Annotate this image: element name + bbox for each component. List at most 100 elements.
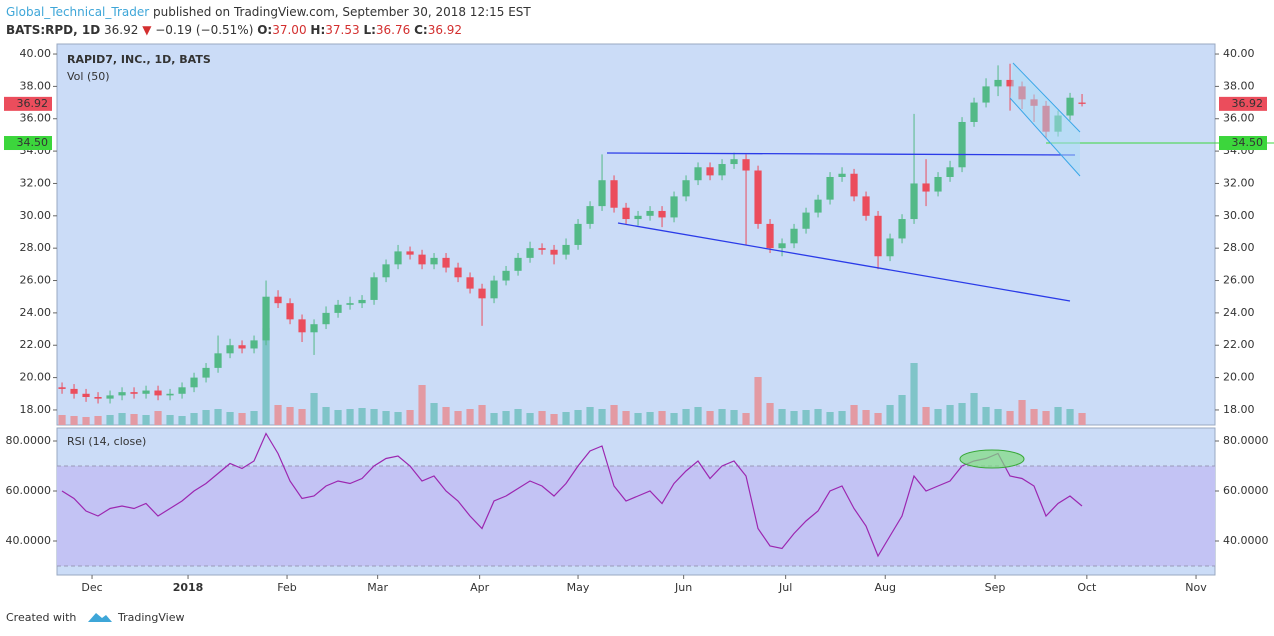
y-tick-label: 38.00 [1223,79,1255,92]
candle-body [910,183,918,220]
candle-body [526,248,534,258]
volume-bar [238,413,246,425]
symbol: BATS:RPD, 1D [6,23,100,37]
volume-bar [190,413,198,425]
volume-bar [466,409,474,425]
candle-body [586,206,594,224]
y-tick-label: 80.0000 [1223,434,1269,447]
last-price-box [4,96,52,111]
volume-bar [994,409,1002,425]
rsi-band [57,466,1215,566]
candle-body [106,395,114,399]
candle-body [814,199,822,213]
candle-body [478,288,486,299]
volume-bar [334,410,342,425]
candle-body [550,249,558,255]
rsi-title: RSI (14, close) [67,435,146,448]
last-price-label: 36.92 [17,97,49,110]
candle-body [250,340,258,349]
candle-body [898,219,906,239]
y-tick-label: 40.0000 [6,534,52,547]
candle-body [658,210,666,218]
volume-bar [586,407,594,425]
price-label: 34.50 [17,136,49,149]
y-tick-label: 30.00 [20,209,52,222]
candle-body [646,210,654,216]
c-label: C: [414,23,428,37]
volume-bar [286,407,294,425]
candle-body [610,180,618,208]
candle-body [166,393,174,396]
candle-body [622,207,630,220]
channel-line [1012,62,1081,133]
volume-bar [718,409,726,425]
y-tick-label: 28.00 [1223,241,1255,254]
volume-label: Vol (50) [67,70,110,83]
candle-body [406,251,414,255]
candle-body [502,270,510,281]
volume-bar [430,403,438,425]
candle-body [538,248,546,250]
volume-bar [646,412,654,425]
y-tick-label: 18.00 [20,403,52,416]
volume-bar [370,409,378,425]
candle-body [298,319,306,333]
volume-bar [922,407,930,425]
o-label: O: [257,23,272,37]
y-tick-label: 20.00 [20,371,52,384]
trend-line [606,152,1076,156]
footer-brand[interactable]: TradingView [117,611,184,624]
volume-bar [634,413,642,425]
price-label-box [4,136,52,151]
x-tick-label: Aug [874,581,895,594]
volume-bar [610,405,618,425]
volume-bar [310,393,318,425]
candle-body [1066,97,1074,116]
x-tick-label: 2018 [173,581,204,594]
volume-bar [778,409,786,425]
candle-body [670,196,678,218]
volume-bar [826,412,834,425]
volume-bar [910,363,918,425]
volume-bar [898,395,906,425]
y-tick-label: 24.00 [20,306,52,319]
candle-body [682,180,690,197]
candle-body [202,367,210,378]
volume-bar [166,415,174,425]
volume-bar [814,409,822,425]
y-tick-label: 40.00 [20,47,52,60]
volume-bar [1078,413,1086,425]
volume-bar [682,409,690,425]
y-tick-label: 60.0000 [1223,484,1269,497]
volume-bar [1006,411,1014,425]
candle-body [718,164,726,176]
volume-bar [850,405,858,425]
volume-bar [130,414,138,425]
x-tick-label: Feb [277,581,296,594]
volume-bar [1066,409,1074,425]
candle-body [1078,102,1086,104]
candle-body [178,387,186,394]
volume-bar [250,411,258,425]
volume-bar [526,413,534,425]
candle-body [82,393,90,398]
candle-body [982,86,990,103]
volume-bar [1042,411,1050,425]
candle-body [262,296,270,341]
volume-bar [262,328,270,425]
y-tick-label: 26.00 [20,274,52,287]
candle-body [58,387,66,389]
x-tick-label: Mar [367,581,388,594]
candle-body [598,180,606,207]
candle-body [754,170,762,224]
volume-bar [394,412,402,425]
quote-line: BATS:RPD, 1D 36.92 ▼ −0.19 (−0.51%) O:37… [6,23,462,37]
open: 37.00 [272,23,306,37]
author-link[interactable]: Global_Technical_Trader [6,5,149,19]
channel-fill [1010,63,1080,176]
h-label: H: [310,23,325,37]
candle-body [382,264,390,278]
volume-bar [562,412,570,425]
volume-bar [1030,409,1038,425]
logo [88,613,112,622]
